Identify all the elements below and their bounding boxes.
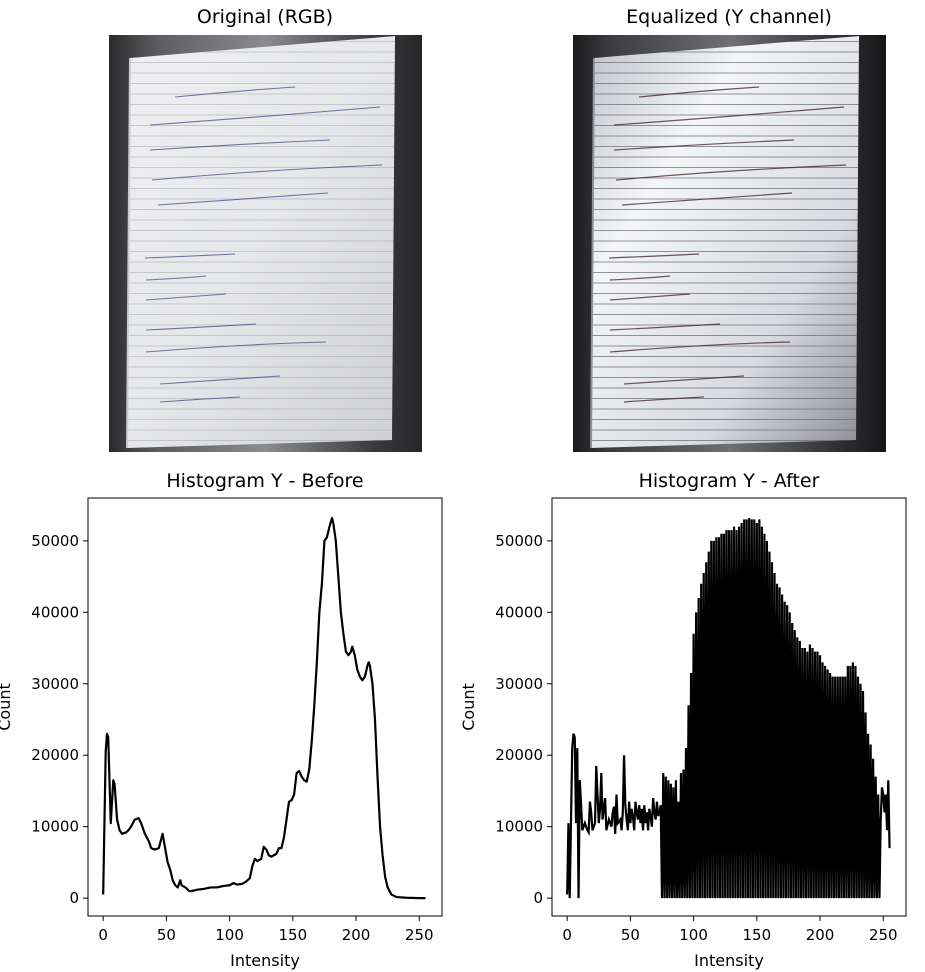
equalized-photo (573, 35, 886, 452)
histogram-before: Histogram Y - Before 0 50 100 150 200 250 0 10… (0, 470, 443, 970)
equalized-panel: Equalized (Y channel) (573, 6, 886, 452)
equalized-title: Equalized (Y channel) (626, 6, 832, 28)
y-tick-label: 20000 (31, 746, 79, 764)
y-tick-label: 40000 (495, 603, 543, 621)
x-tick-label: 100 (215, 926, 244, 944)
y-tick-label: 50000 (31, 532, 79, 550)
x-tick-label: 250 (405, 926, 434, 944)
histogram-after: Histogram Y - After 0 50 100 150 200 250 0 100… (459, 470, 907, 970)
y-tick-label: 40000 (31, 603, 79, 621)
series-line (566, 518, 891, 899)
y-axis-label: Count (0, 683, 14, 731)
x-tick-label: 50 (157, 926, 176, 944)
x-tick-label: 150 (742, 926, 771, 944)
plot-frame (87, 497, 443, 917)
x-tick-label: 100 (679, 926, 708, 944)
y-tick-label: 10000 (31, 818, 79, 836)
x-tick-group: 0 50 100 150 200 250 (98, 916, 434, 944)
y-tick-label: 30000 (495, 675, 543, 693)
x-tick-group: 0 50 100 150 200 250 (562, 916, 898, 944)
chart-before-title: Histogram Y - Before (166, 470, 363, 492)
y-axis-label: Count (459, 683, 478, 731)
x-axis-label: Intensity (694, 951, 764, 970)
original-title: Original (RGB) (197, 6, 333, 28)
x-axis-label: Intensity (230, 951, 300, 970)
x-tick-label: 150 (278, 926, 307, 944)
y-tick-label: 20000 (495, 746, 543, 764)
x-tick-label: 0 (562, 926, 572, 944)
original-photo (109, 35, 422, 452)
series-line (102, 516, 426, 900)
x-tick-label: 250 (869, 926, 898, 944)
y-tick-group: 0 10000 20000 30000 40000 50000 (31, 532, 88, 907)
y-tick-label: 30000 (31, 675, 79, 693)
x-tick-label: 0 (98, 926, 108, 944)
x-tick-label: 200 (806, 926, 835, 944)
y-tick-label: 0 (69, 889, 79, 907)
y-tick-label: 10000 (495, 818, 543, 836)
x-tick-label: 50 (621, 926, 640, 944)
chart-after-title: Histogram Y - After (639, 470, 820, 492)
y-tick-label: 0 (533, 889, 543, 907)
y-tick-group: 0 10000 20000 30000 40000 50000 (495, 532, 552, 907)
y-tick-label: 50000 (495, 532, 543, 550)
plot-frame (551, 497, 907, 917)
original-panel: Original (RGB) (109, 6, 422, 452)
x-tick-label: 200 (342, 926, 371, 944)
